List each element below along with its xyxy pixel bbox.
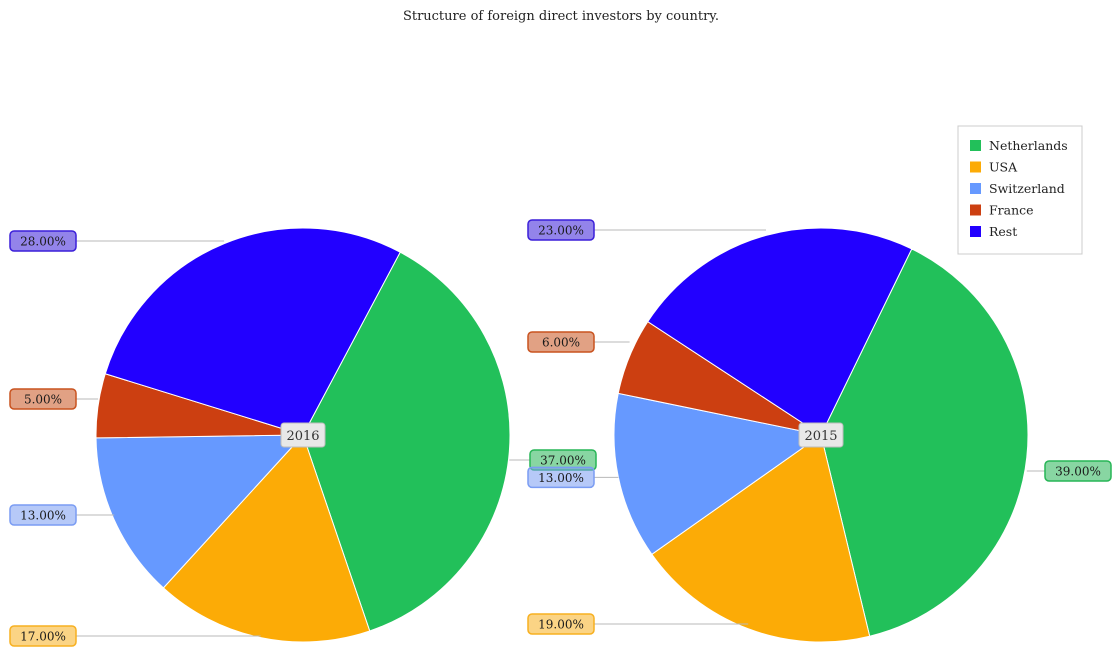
- svg-text:23.00%: 23.00%: [538, 224, 584, 238]
- pie-2016: 2016 37.00% 17.00% 13.00% 5.00% 28.00%: [9, 227, 597, 647]
- data-label-2015-rest: 23.00%: [527, 219, 766, 241]
- legend-item-usa[interactable]: USA: [970, 160, 1018, 175]
- pie-2015: 2015 39.00% 19.00% 13.00% 6.00% 23.00%: [527, 219, 1112, 643]
- legend-label-rest: Rest: [989, 224, 1017, 239]
- slice-2015-netherlands[interactable]: [820, 248, 1029, 637]
- data-label-2015-usa: 19.00%: [527, 613, 749, 635]
- svg-text:39.00%: 39.00%: [1055, 465, 1101, 479]
- legend-item-rest[interactable]: Rest: [970, 224, 1017, 239]
- legend-label-usa: USA: [989, 160, 1018, 175]
- legend-label-switzerland: Switzerland: [989, 181, 1065, 196]
- svg-text:6.00%: 6.00%: [542, 336, 580, 350]
- svg-text:17.00%: 17.00%: [20, 630, 66, 644]
- slice-2016-usa[interactable]: [162, 434, 371, 643]
- legend-swatch-rest: [970, 226, 981, 237]
- legend-label-netherlands: Netherlands: [989, 138, 1068, 153]
- legend-swatch-france: [970, 204, 981, 216]
- slice-2016-rest[interactable]: [104, 227, 401, 436]
- legend-swatch-netherlands: [970, 140, 981, 151]
- data-label-2015-switzerland: 13.00%: [527, 466, 619, 489]
- data-label-2015-netherlands: 39.00%: [1026, 460, 1112, 482]
- svg-text:2016: 2016: [286, 429, 319, 444]
- pie-center-label-2015: 2015: [798, 422, 844, 448]
- svg-text:5.00%: 5.00%: [24, 393, 62, 407]
- chart-title: Structure of foreign direct investors by…: [403, 9, 719, 24]
- data-label-2016-rest: 28.00%: [9, 230, 225, 252]
- legend[interactable]: Netherlands USA Switzerland France Rest: [957, 125, 1083, 255]
- data-label-2016-switzerland: 13.00%: [9, 504, 115, 526]
- svg-text:13.00%: 13.00%: [20, 509, 66, 523]
- pie-center-label-2016: 2016: [280, 422, 326, 448]
- slice-2015-switzerland[interactable]: [613, 392, 823, 556]
- legend-swatch-switzerland: [970, 183, 981, 194]
- pies-group: 2016 37.00% 17.00% 13.00% 5.00% 28.00% 2015 39.…: [9, 219, 1112, 647]
- data-label-2016-france: 5.00%: [9, 388, 99, 410]
- slice-2016-switzerland[interactable]: [95, 434, 305, 589]
- slice-2015-rest[interactable]: [647, 227, 913, 436]
- svg-text:37.00%: 37.00%: [540, 454, 586, 468]
- svg-text:28.00%: 28.00%: [20, 235, 66, 249]
- svg-text:2015: 2015: [804, 429, 837, 444]
- data-label-2015-france: 6.00%: [527, 331, 630, 353]
- svg-text:19.00%: 19.00%: [538, 618, 584, 632]
- legend-item-france[interactable]: France: [970, 203, 1034, 218]
- legend-label-france: France: [989, 203, 1034, 218]
- data-label-2016-netherlands: 37.00%: [509, 449, 597, 471]
- legend-item-switzerland[interactable]: Switzerland: [970, 181, 1065, 196]
- slice-2015-usa[interactable]: [651, 434, 871, 643]
- legend-swatch-usa: [970, 161, 981, 173]
- slice-2016-netherlands[interactable]: [302, 251, 511, 632]
- data-label-2016-usa: 17.00%: [9, 625, 261, 647]
- legend-item-netherlands[interactable]: Netherlands: [970, 138, 1068, 153]
- svg-text:13.00%: 13.00%: [538, 471, 584, 485]
